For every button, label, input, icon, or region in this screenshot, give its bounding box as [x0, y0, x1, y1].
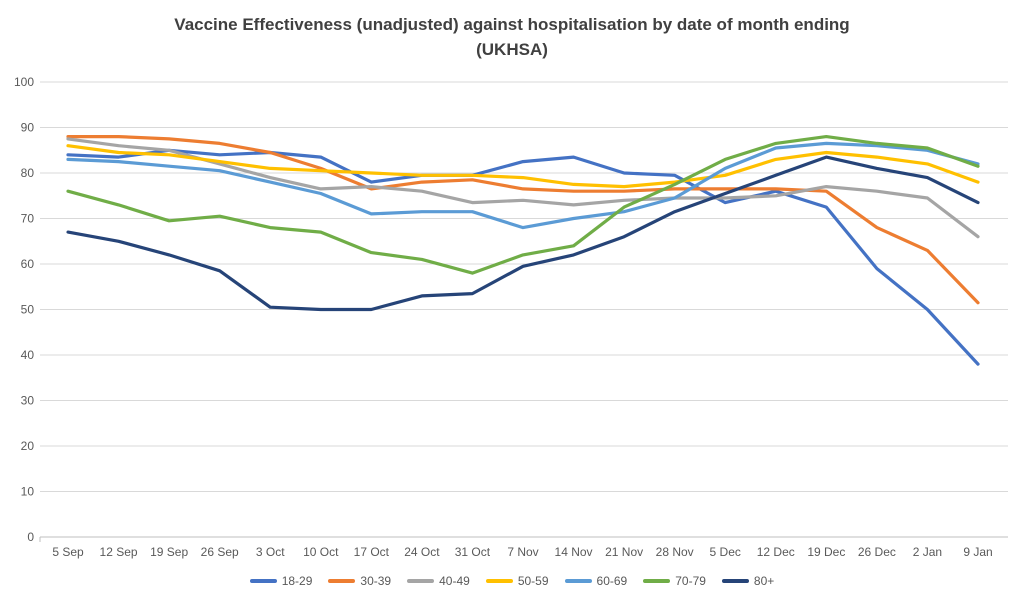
x-tick-label: 7 Nov — [507, 545, 538, 559]
x-tick-label: 19 Sep — [150, 545, 188, 559]
legend-item-80+[interactable]: 80+ — [721, 574, 775, 588]
x-tick-label: 26 Sep — [201, 545, 239, 559]
y-tick-label: 70 — [21, 212, 35, 226]
x-tick-label: 12 Sep — [100, 545, 138, 559]
y-tick-label: 0 — [27, 530, 34, 544]
legend-label: 60-69 — [596, 574, 628, 588]
legend-label: 70-79 — [675, 574, 706, 588]
series-line-80+[interactable] — [66, 155, 980, 312]
x-tick-label: 10 Oct — [303, 545, 339, 559]
x-tick-label: 26 Dec — [858, 545, 896, 559]
legend-swatch-70-79 — [643, 579, 671, 583]
series-line-18-29[interactable] — [66, 148, 980, 366]
series-line-60-69[interactable] — [66, 141, 980, 230]
legend-item-50-59[interactable]: 50-59 — [485, 574, 549, 588]
legend-item-60-69[interactable]: 60-69 — [564, 574, 628, 588]
y-tick-label: 10 — [21, 485, 35, 499]
series-line-70-79[interactable] — [66, 135, 980, 275]
x-tick-label: 17 Oct — [354, 545, 390, 559]
x-tick-label: 28 Nov — [656, 545, 694, 559]
legend-swatch-60-69 — [564, 579, 592, 583]
legend-item-70-79[interactable]: 70-79 — [643, 574, 706, 588]
x-tick-label: 31 Oct — [455, 545, 491, 559]
y-tick-label: 40 — [21, 348, 35, 362]
legend-item-30-39[interactable]: 30-39 — [328, 574, 391, 588]
x-tick-label: 12 Dec — [757, 545, 795, 559]
x-tick-label: 24 Oct — [404, 545, 440, 559]
legend-item-18-29[interactable]: 18-29 — [249, 574, 313, 588]
x-tick-label: 3 Oct — [256, 545, 285, 559]
y-tick-label: 80 — [21, 166, 35, 180]
x-tick-label: 2 Jan — [913, 545, 942, 559]
legend-label: 50-59 — [517, 574, 549, 588]
y-tick-label: 60 — [21, 257, 35, 271]
legend-item-40-49[interactable]: 40-49 — [407, 574, 470, 588]
legend-label: 80+ — [753, 574, 775, 588]
y-tick-label: 20 — [21, 439, 35, 453]
legend-swatch-18-29 — [249, 579, 277, 583]
y-tick-label: 100 — [14, 75, 34, 89]
x-tick-label: 5 Sep — [52, 545, 84, 559]
y-tick-label: 90 — [21, 121, 35, 135]
chart-title-line1: Vaccine Effectiveness (unadjusted) again… — [174, 15, 850, 34]
series-line-40-49[interactable] — [66, 137, 980, 239]
series-line-50-59[interactable] — [66, 144, 980, 189]
x-tick-label: 9 Jan — [963, 545, 992, 559]
chart-title: Vaccine Effectiveness (unadjusted) again… — [0, 12, 1024, 62]
legend-label: 18-29 — [281, 574, 313, 588]
series-line-30-39[interactable] — [66, 135, 980, 305]
x-tick-label: 19 Dec — [807, 545, 845, 559]
legend: 18-29 30-39 40-49 50-59 60-69 70-79 80+ — [0, 574, 1024, 588]
legend-swatch-80+ — [721, 579, 749, 583]
chart-title-line2: (UKHSA) — [476, 40, 548, 59]
legend-label: 30-39 — [360, 574, 392, 588]
x-tick-label: 21 Nov — [605, 545, 643, 559]
legend-swatch-30-39 — [328, 579, 356, 583]
legend-swatch-40-49 — [407, 579, 435, 583]
x-tick-label: 5 Dec — [710, 545, 741, 559]
y-tick-label: 30 — [21, 394, 35, 408]
legend-swatch-50-59 — [485, 579, 513, 583]
x-tick-label: 14 Nov — [555, 545, 593, 559]
legend-label: 40-49 — [439, 574, 470, 588]
y-tick-label: 50 — [21, 303, 35, 317]
